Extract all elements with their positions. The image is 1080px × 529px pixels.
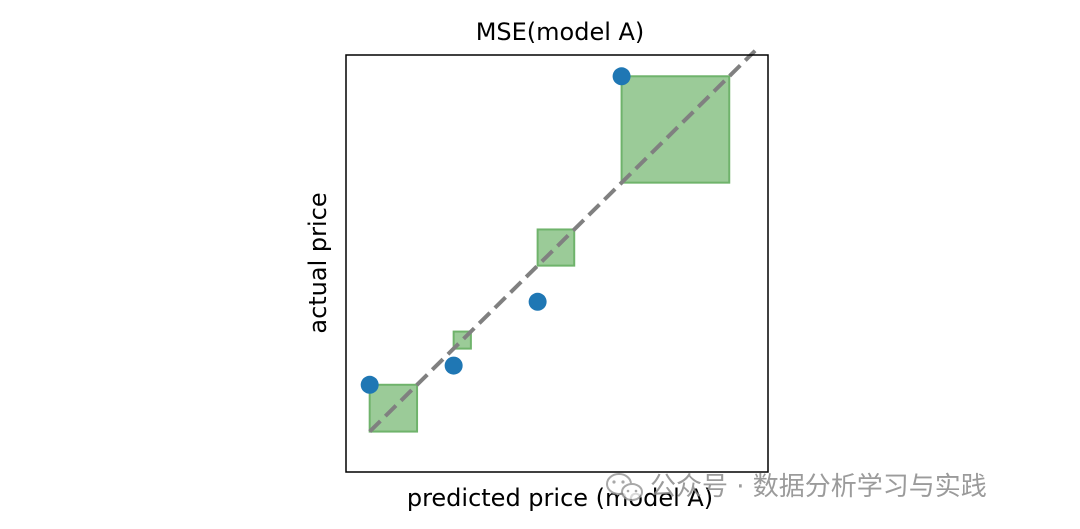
data-point-4 [612, 67, 631, 86]
plot-frame [345, 54, 769, 473]
reference-line [368, 49, 757, 433]
chart-title: MSE(model A) [476, 18, 645, 46]
watermark: 公众号 · 数据分析学习与实践 [606, 472, 987, 502]
y-axis-label: actual price [304, 192, 332, 333]
x-axis-label: predicted price (model A) [407, 484, 713, 512]
watermark-text: 公众号 · 数据分析学习与实践 [650, 472, 987, 502]
data-point-2 [444, 356, 463, 375]
data-point-3 [528, 292, 547, 311]
wechat-icon [606, 473, 643, 501]
data-point-1 [360, 375, 379, 394]
plot-area [360, 49, 757, 433]
